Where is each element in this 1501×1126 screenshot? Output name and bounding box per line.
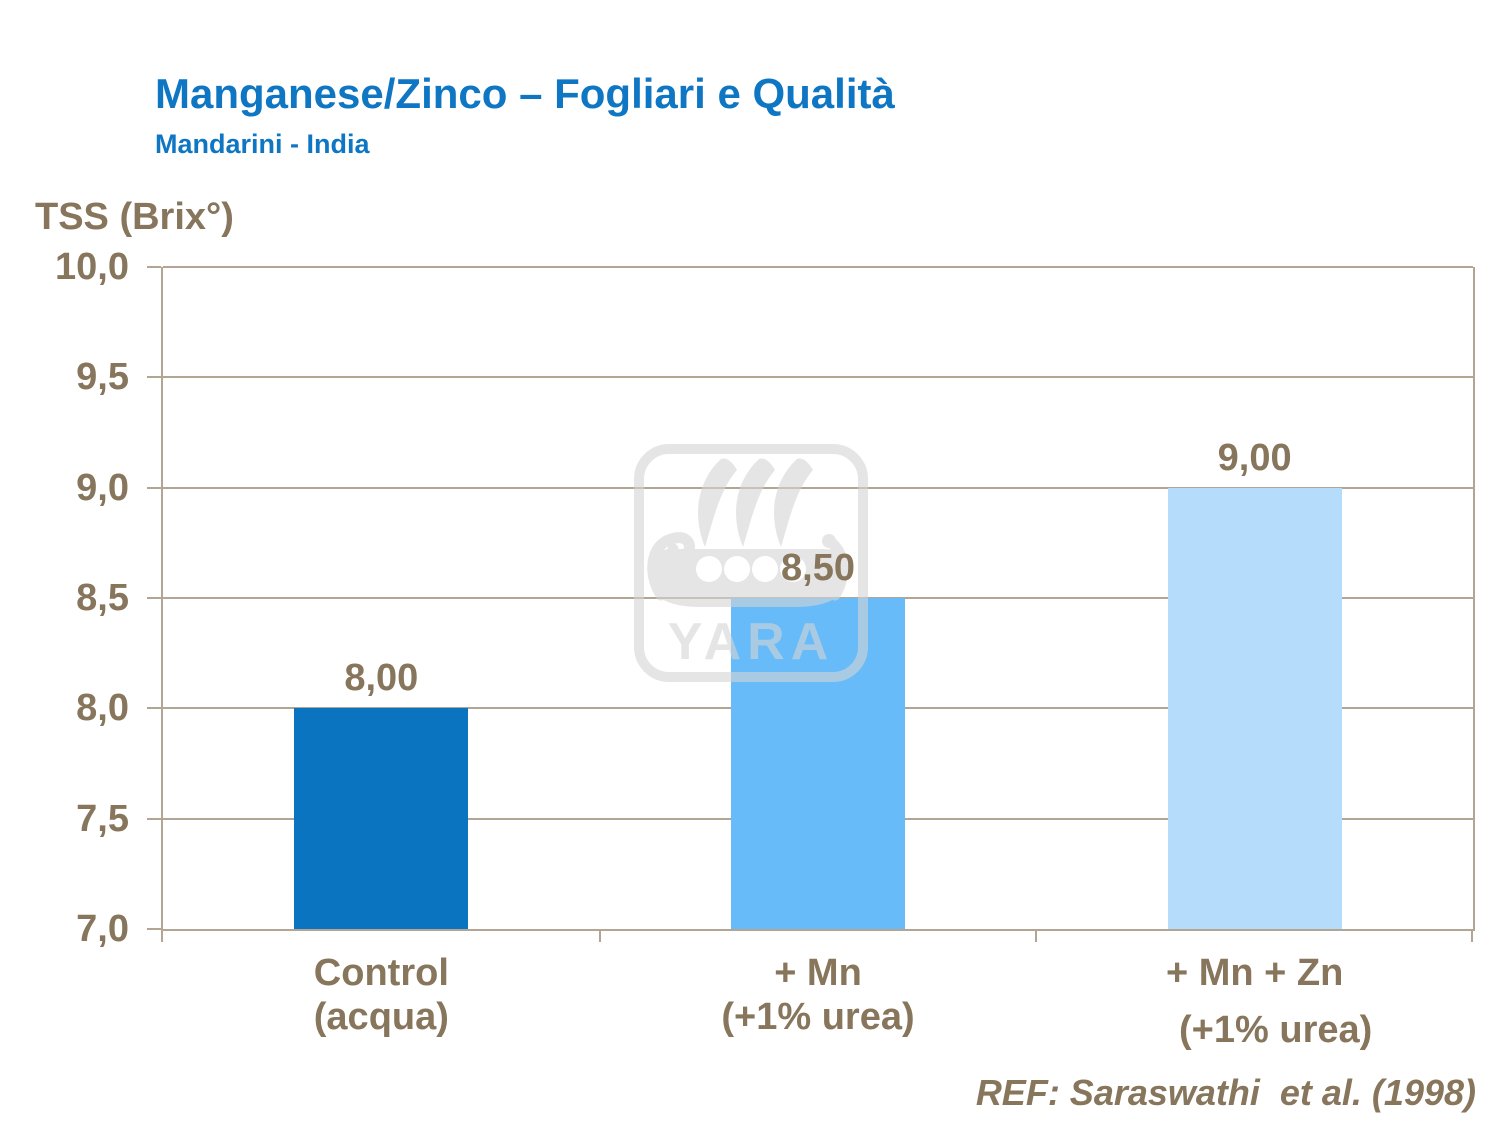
x-axis-tick-mark bbox=[1035, 929, 1037, 942]
y-axis-tick-mark bbox=[147, 376, 161, 379]
wave-crescents-icon bbox=[698, 458, 813, 547]
chart-title: Manganese/Zinco – Fogliari e Qualità bbox=[155, 70, 895, 117]
bar-value-label: 8,00 bbox=[344, 657, 419, 700]
y-tick-label: 8,0 bbox=[76, 687, 129, 730]
y-tick-label: 9,5 bbox=[76, 356, 129, 399]
y-axis-tick-mark bbox=[147, 928, 161, 930]
y-axis-tick-mark bbox=[147, 486, 161, 489]
gridline bbox=[163, 266, 1473, 268]
y-axis-title: TSS (Brix°) bbox=[35, 196, 234, 238]
x-axis-tick-mark bbox=[161, 929, 163, 942]
category-label-line1: + Mn bbox=[774, 952, 862, 994]
y-tick-label: 7,0 bbox=[76, 908, 129, 950]
chart-subtitle: Mandarini - India bbox=[155, 129, 370, 159]
category-label-line2: (+1% urea) bbox=[721, 996, 915, 1038]
bar-value-label: 8,50 bbox=[781, 547, 855, 589]
category-label: Control (acqua) bbox=[161, 951, 601, 1039]
logo-border bbox=[634, 444, 868, 682]
x-axis-tick-mark bbox=[599, 929, 601, 942]
y-tick-label: 10,0 bbox=[55, 246, 129, 288]
category-label-line1: + Mn + Zn bbox=[1165, 952, 1344, 994]
bar-2 bbox=[731, 598, 905, 929]
bar-1 bbox=[294, 708, 469, 929]
yara-logo-shapes: YARA bbox=[634, 444, 868, 682]
y-tick-label: 8,5 bbox=[76, 577, 129, 619]
plot-area: 10,0 9,5 9,0 8,5 8,0 7,5 7,0 8,00 Control (acqua)… bbox=[55, 246, 1475, 1051]
bar-3 bbox=[1167, 487, 1342, 929]
y-tick-label: 7,5 bbox=[76, 797, 129, 840]
reference-text: REF: Saraswathi et al. (1998) bbox=[975, 1072, 1476, 1113]
gridline bbox=[163, 376, 1473, 379]
yara-logo-watermark: YARA bbox=[634, 444, 868, 682]
y-axis-tick-mark bbox=[147, 597, 161, 599]
category-label-line1: Control bbox=[313, 952, 449, 994]
x-axis-tick-mark bbox=[1471, 929, 1473, 942]
y-axis-tick-mark bbox=[147, 266, 161, 268]
category-label: + Mn + Zn (+1% urea) bbox=[1035, 951, 1475, 1052]
category-label-line2: (acqua) bbox=[313, 996, 449, 1038]
y-tick-label: 9,0 bbox=[76, 466, 129, 509]
bar-value-label: 9,00 bbox=[1217, 436, 1292, 479]
y-axis-tick-mark bbox=[147, 707, 161, 710]
viking-ship-icon bbox=[647, 532, 849, 607]
yara-logo-text: YARA bbox=[668, 613, 835, 671]
y-axis-tick-mark bbox=[147, 817, 161, 820]
gridline bbox=[163, 486, 1473, 489]
category-label-line2: (+1% urea) bbox=[1179, 1009, 1373, 1051]
category-label: + Mn (+1% urea) bbox=[598, 951, 1038, 1039]
